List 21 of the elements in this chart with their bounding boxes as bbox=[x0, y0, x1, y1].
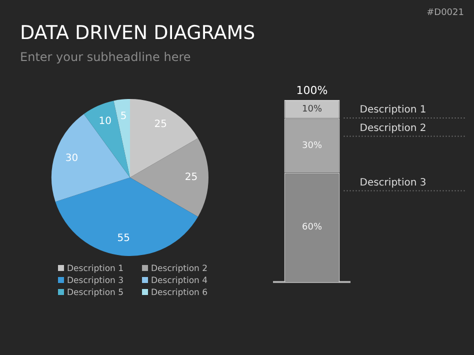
legend-label: Description 3 bbox=[66, 276, 125, 286]
legend-label: Description 6 bbox=[150, 288, 209, 298]
text: Description 2 bbox=[360, 122, 426, 134]
data-label: 10 bbox=[98, 116, 112, 128]
series-label: Description 1 bbox=[360, 104, 426, 116]
legend-label: Description 4 bbox=[150, 276, 209, 286]
data-label: 25 bbox=[184, 172, 198, 184]
legend-label: Description 1 bbox=[66, 264, 125, 274]
chart-subtitle: Enter your subheadline here bbox=[20, 50, 191, 64]
data-label: 30 bbox=[65, 153, 78, 164]
data-label: 5 bbox=[120, 111, 127, 122]
text: #D0021 bbox=[426, 8, 464, 18]
data-label: 55 bbox=[117, 232, 130, 244]
data-label: 10% bbox=[302, 104, 322, 114]
data-label: 30% bbox=[302, 140, 322, 151]
legend-label: Description 2 bbox=[150, 264, 209, 274]
chart-title: DATA DRIVEN DIAGRAMS bbox=[20, 22, 256, 44]
text: Description 3 bbox=[360, 177, 426, 188]
data-label: 60% bbox=[302, 222, 322, 233]
total-label: 100% bbox=[296, 84, 328, 97]
legend-label: Description 5 bbox=[66, 288, 125, 298]
